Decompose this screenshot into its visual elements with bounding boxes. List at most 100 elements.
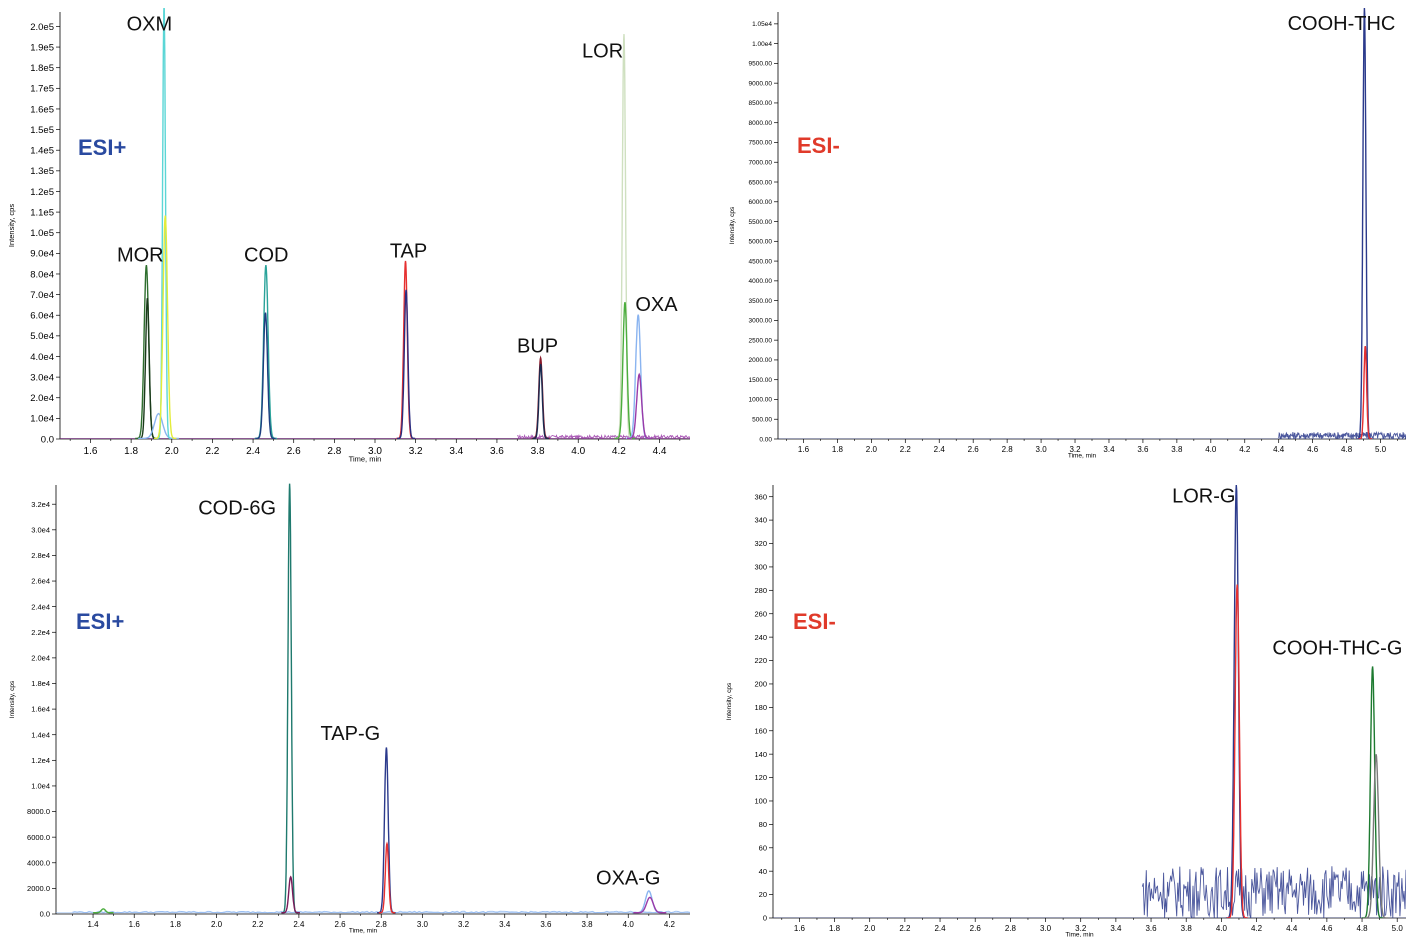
y-tick-label: 1.2e5	[30, 187, 54, 198]
peak-trace	[633, 896, 667, 914]
x-tick-label: 3.4	[499, 920, 511, 929]
chart-bottom-left: 0.0 2000.0 4000.0 6000.0 8000.0 1.0e4 1.2e4 1.4…	[9, 483, 690, 934]
y-tick-label: 1.4e5	[30, 146, 54, 157]
x-tick-label: 3.6	[1145, 924, 1157, 933]
x-tick-label: 4.6	[1321, 924, 1333, 933]
y-tick-label: 5500.00	[749, 219, 773, 226]
y-tick-label: 4000.00	[749, 278, 773, 285]
x-tick-label: 2.8	[327, 446, 341, 457]
y-tick-label: 3.2e4	[31, 500, 50, 509]
x-tick-label: 1.6	[84, 446, 98, 457]
peak-trace	[377, 747, 396, 914]
peak-label: TAP-G	[321, 723, 381, 745]
x-tick-label: 2.0	[165, 446, 179, 457]
y-tick-label: 9500.00	[749, 61, 773, 68]
y-tick-label: 2000.0	[27, 884, 50, 893]
y-tick-label: 7000.00	[749, 160, 773, 167]
chart-top-right: 0.00 500.00 1000.00 1500.00 2000.00 2500.00 30…	[729, 8, 1406, 459]
x-tick-label: 3.4	[1103, 445, 1115, 454]
x-tick-label: 4.2	[1251, 924, 1263, 933]
x-tick-label: 3.2	[1069, 445, 1081, 454]
y-tick-label: 9.0e4	[30, 249, 54, 260]
y-tick-label: 8000.00	[749, 120, 773, 127]
x-tick-label: 4.4	[1273, 445, 1285, 454]
y-tick-label: 6.0e4	[30, 311, 54, 322]
y-tick-label: 300	[754, 563, 767, 572]
y-tick-label: 5000.00	[749, 239, 773, 246]
peak-label: COD-6G	[198, 497, 276, 519]
y-tick-label: 1.0e4	[30, 414, 54, 425]
y-tick-label: 6500.00	[749, 179, 773, 186]
peak-label: OXA	[635, 294, 678, 316]
y-tick-label: 8000.0	[27, 807, 50, 816]
baseline-noise-trace	[517, 433, 690, 439]
y-tick-label: 3.0e4	[31, 525, 50, 534]
x-axis-title: Time, min	[349, 927, 378, 934]
x-tick-label: 2.4	[246, 446, 260, 457]
peak-label: TAP	[390, 240, 427, 262]
x-tick-label: 3.8	[531, 446, 545, 457]
x-axis-title: Time, min	[1068, 452, 1097, 459]
peak-trace	[532, 363, 549, 439]
y-tick-label: 340	[754, 516, 767, 525]
x-tick-label: 1.6	[794, 924, 806, 933]
x-tick-label: 4.2	[612, 446, 626, 457]
y-tick-label: 0.0	[40, 910, 50, 919]
baseline-noise-trace	[1278, 430, 1406, 439]
y-tick-label: 1.8e5	[30, 63, 54, 74]
x-tick-label: 4.2	[664, 920, 676, 929]
x-tick-label: 3.6	[1137, 445, 1149, 454]
x-axis-title: Time, min	[1065, 931, 1094, 937]
y-tick-label: 1.0e5	[30, 228, 54, 239]
y-tick-label: 360	[754, 492, 767, 501]
y-tick-label: 6000.0	[27, 833, 50, 842]
peak-trace	[255, 312, 276, 439]
x-tick-label: 3.8	[1181, 924, 1193, 933]
x-tick-label: 2.4	[293, 920, 305, 929]
y-tick-label: 3500.00	[749, 298, 773, 305]
peak-trace	[281, 875, 300, 914]
y-tick-label: 260	[754, 609, 767, 618]
x-tick-label: 2.6	[287, 446, 301, 457]
peak-trace	[138, 412, 179, 439]
plot-area	[778, 8, 1406, 439]
peak-label: MOR	[117, 245, 164, 267]
y-tick-label: 2000.00	[749, 357, 773, 364]
y-tick-label: 20	[759, 890, 767, 899]
peak-label: COOH-THC	[1288, 13, 1396, 35]
x-tick-label: 4.0	[623, 920, 635, 929]
peak-trace	[614, 302, 636, 439]
x-tick-label: 3.0	[1040, 924, 1052, 933]
y-tick-label: 1.6e5	[30, 104, 54, 115]
x-tick-label: 2.4	[934, 445, 946, 454]
ionization-mode-label: ESI-	[797, 133, 840, 158]
peak-trace	[281, 483, 298, 914]
y-tick-label: 8500.00	[749, 100, 773, 107]
y-tick-label: 40	[759, 867, 767, 876]
x-tick-label: 2.6	[970, 924, 982, 933]
y-tick-label: 7.0e4	[30, 290, 54, 301]
y-axis-title: Intensity, cps	[7, 204, 16, 247]
x-tick-label: 2.8	[376, 920, 388, 929]
peak-trace	[154, 215, 177, 439]
peak-trace	[1358, 345, 1373, 439]
x-tick-label: 3.6	[540, 920, 552, 929]
x-tick-label: 3.2	[458, 920, 470, 929]
x-tick-label: 2.6	[968, 445, 980, 454]
chart-bottom-right: 0 20 40 60 80 100 120 140 160 180 200 220 240 260 280 3…	[726, 484, 1406, 937]
y-tick-label: 60	[759, 843, 767, 852]
x-tick-label: 3.8	[1171, 445, 1183, 454]
y-tick-label: 120	[754, 773, 767, 782]
peak-trace	[254, 264, 277, 439]
x-tick-label: 2.8	[1002, 445, 1014, 454]
peak-trace	[1226, 584, 1248, 918]
peak-label: LOR-G	[1172, 486, 1235, 508]
peak-trace	[1363, 754, 1389, 918]
y-tick-label: 500.00	[752, 417, 772, 424]
peak-trace	[93, 908, 114, 914]
x-tick-label: 4.8	[1341, 445, 1353, 454]
y-tick-label: 0	[763, 914, 767, 923]
peak-label: BUP	[517, 335, 558, 357]
x-tick-label: 2.8	[1005, 924, 1017, 933]
